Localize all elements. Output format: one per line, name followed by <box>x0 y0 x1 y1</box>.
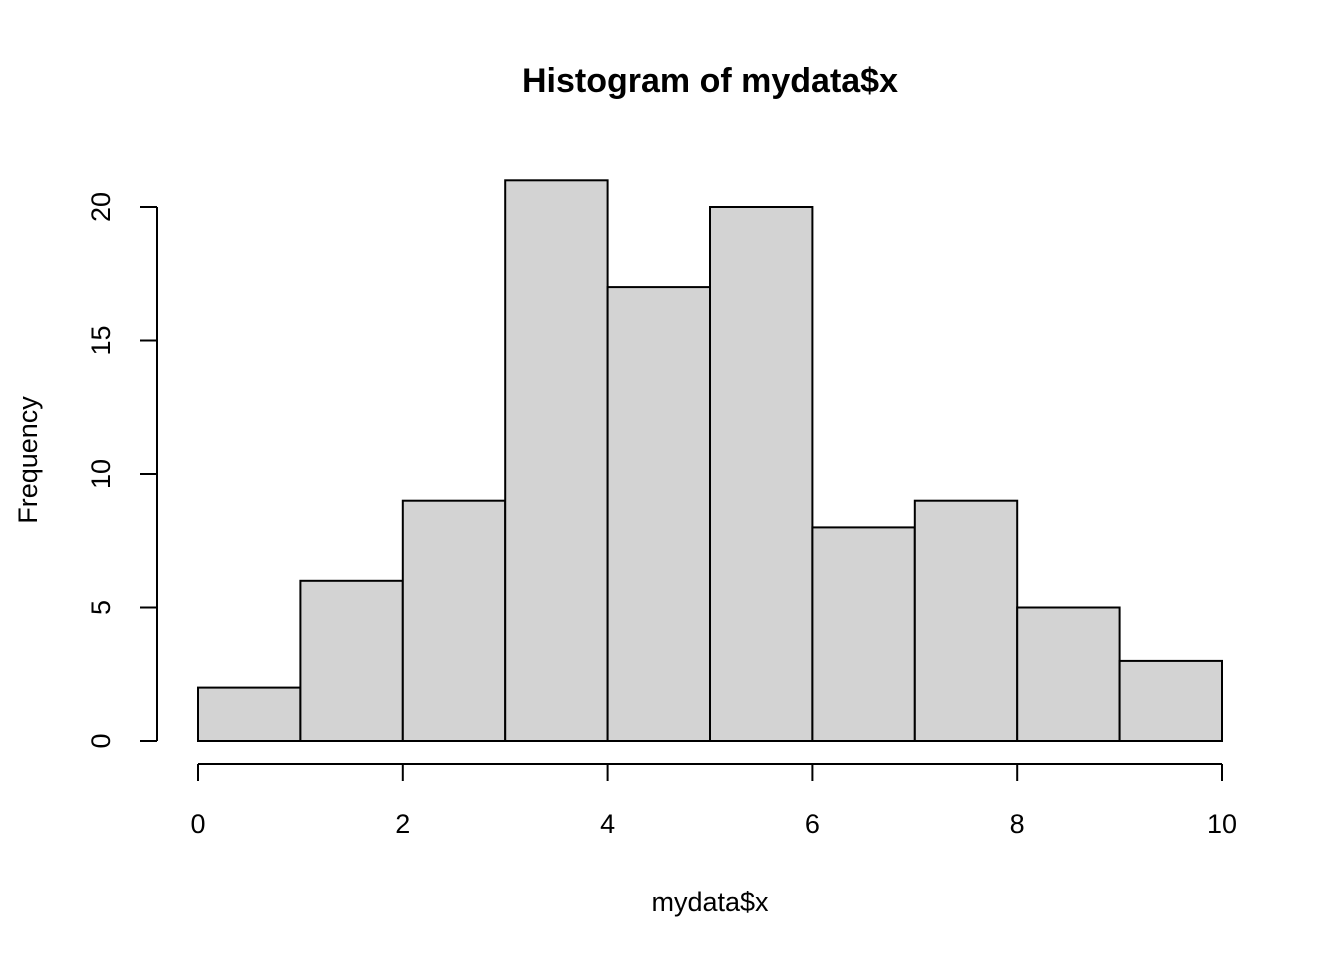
y-tick-label-5: 5 <box>86 600 116 615</box>
histogram-bar-7 <box>913 499 1019 743</box>
x-tick-label-10: 10 <box>1207 809 1237 839</box>
y-tick-label-0: 0 <box>86 733 116 748</box>
x-tick-label-8: 8 <box>1010 809 1025 839</box>
y-tick-label-15: 15 <box>86 325 116 355</box>
x-tick-label-4: 4 <box>600 809 615 839</box>
y-axis: 0 5 10 15 20 <box>86 192 158 749</box>
histogram-bar-0 <box>197 686 302 742</box>
x-tick-label-6: 6 <box>805 809 820 839</box>
y-tick-label-20: 20 <box>86 192 116 222</box>
x-tick-label-2: 2 <box>395 809 410 839</box>
histogram-bar-9 <box>1118 659 1223 743</box>
histogram-bar-8 <box>1016 606 1121 742</box>
bars-group <box>197 179 1223 743</box>
chart-title: Histogram of mydata$x <box>522 62 898 100</box>
y-axis-label: Frequency <box>13 396 43 524</box>
histogram-bar-3 <box>504 179 609 743</box>
histogram-bar-4 <box>606 286 711 742</box>
x-axis-label: mydata$x <box>651 887 769 917</box>
x-axis: 0 2 4 6 8 10 <box>190 763 1237 839</box>
histogram-bar-2 <box>401 499 507 743</box>
histogram-bar-6 <box>811 526 916 743</box>
y-tick-label-10: 10 <box>86 459 116 489</box>
histogram-bar-5 <box>709 206 814 742</box>
x-tick-label-0: 0 <box>190 809 205 839</box>
histogram-bar-1 <box>299 579 404 742</box>
